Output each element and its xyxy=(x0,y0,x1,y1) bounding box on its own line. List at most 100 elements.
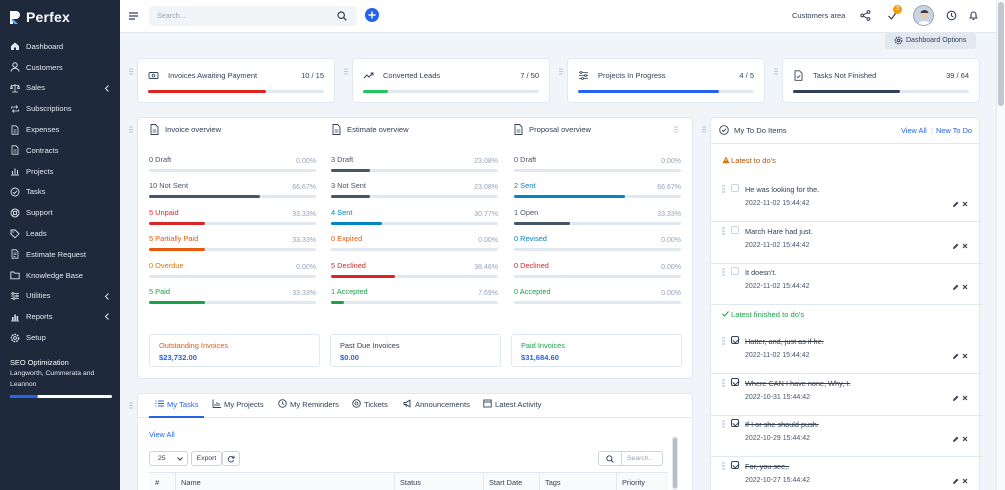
edit-pencil-icon[interactable] xyxy=(952,242,959,250)
sidebar-item-subscriptions[interactable]: Subscriptions xyxy=(0,98,120,119)
invoice-status-row[interactable]: 10 Not Sent 66.67% xyxy=(149,181,316,208)
sidebar-item-expenses[interactable]: Expenses xyxy=(0,119,120,140)
page-scrollbar[interactable] xyxy=(996,0,1005,490)
proposal-status-row[interactable]: 0 Accepted 0.00% xyxy=(514,287,681,314)
drag-handle-icon[interactable] xyxy=(722,462,725,470)
delete-x-icon[interactable] xyxy=(962,436,968,442)
todo-checkbox[interactable] xyxy=(731,184,739,192)
todo-checkbox[interactable] xyxy=(731,336,739,344)
invoice-status-row[interactable]: 0 Draft 0.00% xyxy=(149,155,316,182)
todo-checkbox[interactable] xyxy=(731,267,739,276)
drag-handle-icon[interactable] xyxy=(559,68,563,75)
stat-card[interactable]: Invoices Awaiting Payment 10 / 15 xyxy=(137,58,335,103)
proposal-status-row[interactable]: 0 Draft 0.00% xyxy=(514,155,681,182)
sidebar-item-leads[interactable]: Leads xyxy=(0,223,120,244)
menu-toggle-icon[interactable] xyxy=(129,12,138,20)
drag-handle-icon[interactable] xyxy=(722,420,725,428)
sidebar-item-projects[interactable]: Projects xyxy=(0,161,120,182)
drag-handle-icon[interactable] xyxy=(129,68,133,75)
edit-pencil-icon[interactable] xyxy=(952,283,959,291)
tasks-check-icon[interactable] xyxy=(887,10,898,21)
tab-my-projects[interactable]: My Projects xyxy=(212,399,264,409)
tab-latest-activity[interactable]: Latest Activity xyxy=(483,399,541,409)
drag-handle-icon[interactable] xyxy=(722,378,725,387)
page-length-select[interactable]: 25 xyxy=(149,451,188,466)
estimate-status-row[interactable]: 1 Accepted 7.69% xyxy=(331,287,498,314)
drag-handle-icon[interactable] xyxy=(702,126,706,133)
delete-x-icon[interactable] xyxy=(962,353,968,359)
estimate-status-row[interactable]: 3 Not Sent 23.08% xyxy=(331,181,498,208)
stat-card[interactable]: Projects In Progress 4 / 5 xyxy=(567,58,765,103)
invoice-status-row[interactable]: 5 Partially Paid 33.33% xyxy=(149,234,316,261)
dashboard-options-button[interactable]: Dashboard Options xyxy=(885,33,976,49)
clock-icon[interactable] xyxy=(946,10,957,21)
sidebar-item-tasks[interactable]: Tasks xyxy=(0,182,120,203)
reload-button[interactable] xyxy=(222,451,240,466)
todo-view-all-link[interactable]: View All xyxy=(901,126,927,135)
sidebar-project-progress[interactable]: SEO Optimization Langworth, Cummerata an… xyxy=(10,358,112,398)
delete-x-icon[interactable] xyxy=(962,243,968,249)
edit-pencil-icon[interactable] xyxy=(952,394,959,402)
proposal-status-row[interactable]: 0 Declined 0.00% xyxy=(514,261,681,288)
table-search-button[interactable] xyxy=(598,451,622,466)
export-button[interactable]: Export xyxy=(191,451,222,466)
drag-handle-icon[interactable] xyxy=(674,126,678,133)
page-scrollbar-thumb[interactable] xyxy=(998,2,1004,106)
drag-handle-icon[interactable] xyxy=(722,268,725,276)
sidebar-item-utilities[interactable]: Utilities xyxy=(0,286,120,307)
estimate-status-row[interactable]: 4 Sent 30.77% xyxy=(331,208,498,235)
column-header[interactable]: Tags xyxy=(545,478,561,487)
sidebar-item-knowledge-base[interactable]: Knowledge Base xyxy=(0,265,120,286)
share-icon[interactable] xyxy=(860,10,871,21)
invoice-total-box[interactable]: Past Due Invoices $0.00 xyxy=(330,334,501,367)
invoice-status-row[interactable]: 5 Unpaid 33.33% xyxy=(149,208,316,235)
notifications-bell-icon[interactable] xyxy=(968,10,979,21)
estimate-status-row[interactable]: 0 Expired 0.00% xyxy=(331,234,498,261)
customers-area-link[interactable]: Customers area xyxy=(792,11,846,20)
brand-logo[interactable]: Perfex xyxy=(9,9,70,25)
estimate-status-row[interactable]: 3 Draft 23.08% xyxy=(331,155,498,182)
new-todo-link[interactable]: New To Do xyxy=(936,126,973,135)
global-search-input[interactable]: Search... xyxy=(149,6,357,26)
sidebar-item-sales[interactable]: Sales xyxy=(0,78,120,99)
tab-my-tasks[interactable]: My Tasks xyxy=(155,400,199,409)
edit-pencil-icon[interactable] xyxy=(952,200,959,208)
search-icon[interactable] xyxy=(337,11,347,21)
drag-handle-icon[interactable] xyxy=(129,402,133,409)
invoice-total-box[interactable]: Paid Invoices $31,684.60 xyxy=(511,334,682,367)
todo-checkbox[interactable] xyxy=(731,225,739,234)
delete-x-icon[interactable] xyxy=(962,284,968,290)
drag-handle-icon[interactable] xyxy=(722,337,725,345)
column-header[interactable]: Priority xyxy=(622,478,645,487)
quick-create-button[interactable] xyxy=(365,8,379,22)
column-header[interactable]: Name xyxy=(181,478,201,487)
delete-x-icon[interactable] xyxy=(962,395,968,401)
invoice-status-row[interactable]: 0 Overdue 0.00% xyxy=(149,261,316,288)
proposal-status-row[interactable]: 1 Open 33.33% xyxy=(514,208,681,235)
user-avatar[interactable] xyxy=(913,5,934,26)
proposal-status-row[interactable]: 0 Revised 0.00% xyxy=(514,234,681,261)
sidebar-item-dashboard[interactable]: Dashboard xyxy=(0,36,120,57)
tasks-view-all-link[interactable]: View All xyxy=(149,430,175,439)
drag-handle-icon[interactable] xyxy=(129,126,133,133)
delete-x-icon[interactable] xyxy=(962,201,968,207)
table-scrollbar[interactable] xyxy=(672,436,678,490)
tab-tickets[interactable]: Tickets xyxy=(352,399,388,409)
estimate-status-row[interactable]: 5 Declined 38.46% xyxy=(331,261,498,288)
drag-handle-icon[interactable] xyxy=(344,68,348,75)
stat-card[interactable]: Tasks Not Finished 39 / 64 xyxy=(782,58,980,103)
sidebar-item-customers[interactable]: Customers xyxy=(0,57,120,78)
drag-handle-icon[interactable] xyxy=(722,185,725,193)
drag-handle-icon[interactable] xyxy=(722,226,725,235)
sidebar-item-estimate-request[interactable]: Estimate Request xyxy=(0,244,120,265)
sidebar-item-contracts[interactable]: Contracts xyxy=(0,140,120,161)
edit-pencil-icon[interactable] xyxy=(952,352,959,360)
edit-pencil-icon[interactable] xyxy=(952,435,959,443)
column-header[interactable]: Status xyxy=(400,478,421,487)
sidebar-item-setup[interactable]: Setup xyxy=(0,327,120,348)
invoice-status-row[interactable]: 5 Paid 33.33% xyxy=(149,287,316,314)
tab-my-reminders[interactable]: My Reminders xyxy=(278,399,339,409)
invoice-total-box[interactable]: Outstanding Invoices $23,732.00 xyxy=(149,334,320,367)
table-search-input[interactable]: Search.. xyxy=(622,451,663,466)
sidebar-item-reports[interactable]: Reports xyxy=(0,306,120,327)
